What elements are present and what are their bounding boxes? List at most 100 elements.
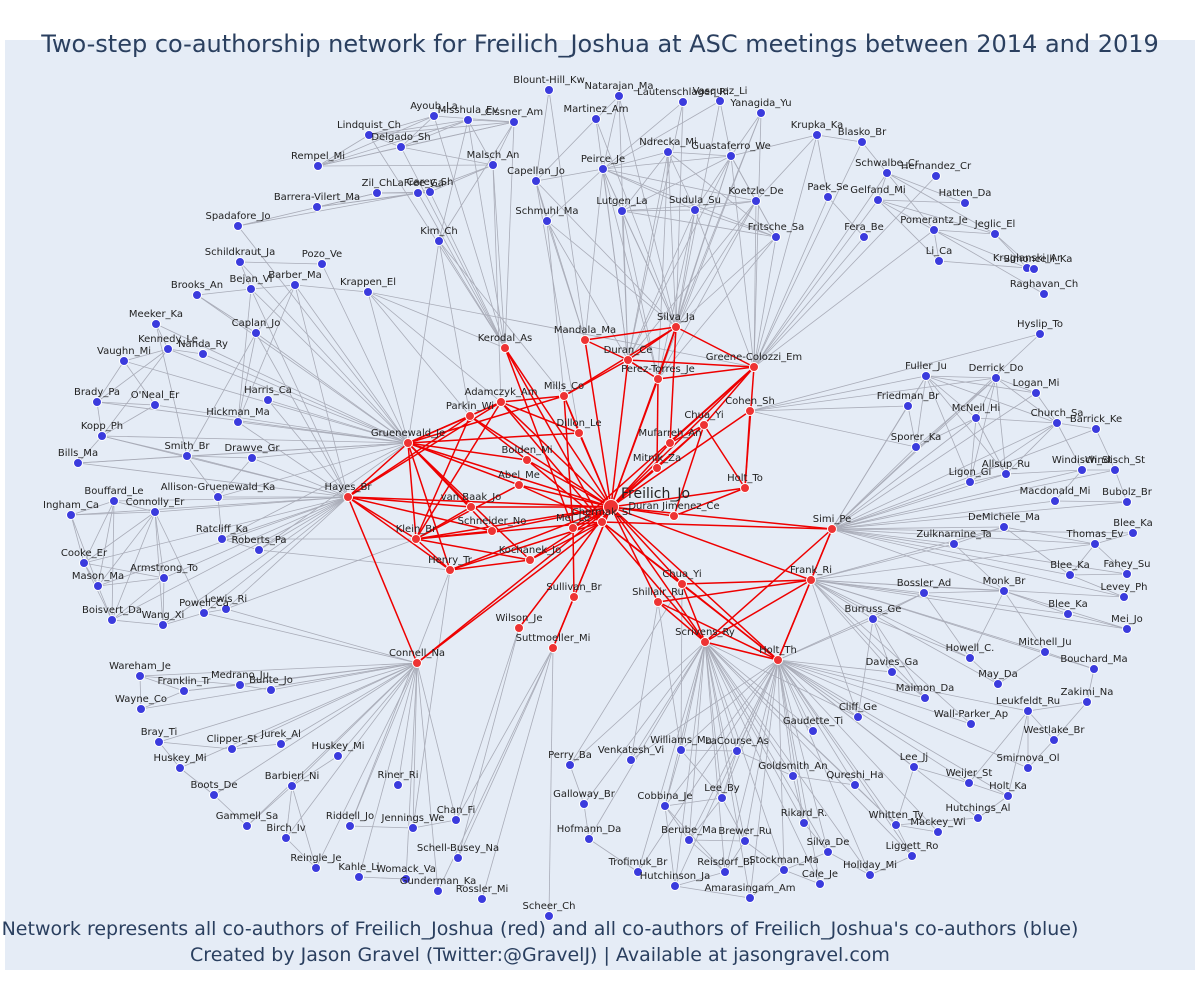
blue-node-levey-ph[interactable] <box>1119 592 1129 602</box>
blue-node-spadafore-jo[interactable] <box>233 221 243 231</box>
blue-node-birch-iv[interactable] <box>281 833 291 843</box>
blue-node-hutchings-al[interactable] <box>973 813 983 823</box>
blue-node-kahle-li[interactable] <box>354 872 364 882</box>
red-node-cohen-sh[interactable] <box>745 406 755 416</box>
blue-node-mcneil-hi[interactable] <box>971 413 981 423</box>
blue-node-lautenschlager-ri[interactable] <box>678 97 688 107</box>
blue-node-silva-de[interactable] <box>823 847 833 857</box>
blue-node-zil-ch[interactable] <box>372 188 382 198</box>
red-node-wilson-je[interactable] <box>514 623 524 633</box>
blue-node-mason-ma[interactable] <box>93 581 103 591</box>
blue-node-windisch-st-2-[interactable] <box>1110 465 1120 475</box>
blue-node-drawve-gr[interactable] <box>247 453 257 463</box>
blue-node-powell-ca[interactable] <box>199 608 209 618</box>
blue-node-macdonald-mi[interactable] <box>1050 496 1060 506</box>
blue-node-cissner-am[interactable] <box>509 117 519 127</box>
blue-node-boisvert-da[interactable] <box>107 615 117 625</box>
blue-node-kennedy-le[interactable] <box>163 344 173 354</box>
blue-node-boots-de[interactable] <box>209 790 219 800</box>
blue-node-rempel-mi[interactable] <box>313 161 323 171</box>
blue-node-stockman-ma[interactable] <box>779 865 789 875</box>
blue-node-guastaferro-we[interactable] <box>726 151 736 161</box>
blue-node-barbieri-ni[interactable] <box>287 781 297 791</box>
blue-node-blee-ka[interactable] <box>1128 528 1138 538</box>
red-node-freilich-jo[interactable] <box>603 499 619 515</box>
blue-node-hatten-da[interactable] <box>960 198 970 208</box>
blue-node-paek-se[interactable] <box>823 192 833 202</box>
blue-node-hofmann-da[interactable] <box>584 834 594 844</box>
blue-node-huskey-mi-2-[interactable] <box>175 763 185 773</box>
red-node-mitnik-za[interactable] <box>652 463 662 473</box>
blue-node-bejan-vl[interactable] <box>246 284 256 294</box>
blue-node-hutchinson-ja[interactable] <box>670 881 680 891</box>
blue-node-schildkraut-ja[interactable] <box>235 257 245 267</box>
blue-node-zakimi-na[interactable] <box>1082 697 1092 707</box>
blue-node-fahey-su[interactable] <box>1122 569 1132 579</box>
blue-node-clipper-st[interactable] <box>227 744 237 754</box>
blue-node-bouchard-ma[interactable] <box>1089 664 1099 674</box>
red-node-mills-co[interactable] <box>559 391 569 401</box>
blue-node-connolly-er[interactable] <box>150 507 160 517</box>
blue-node-o-neal-er[interactable] <box>150 400 160 410</box>
blue-node-westlake-br[interactable] <box>1049 735 1059 745</box>
blue-node-raghavan-ch[interactable] <box>1039 289 1049 299</box>
blue-node-bunte-jo[interactable] <box>266 685 276 695</box>
red-node-duran-ce[interactable] <box>623 355 633 365</box>
blue-node-kopp-ph[interactable] <box>97 431 107 441</box>
blue-node-cobbina-je[interactable] <box>660 801 670 811</box>
blue-node-venkatesh-vi[interactable] <box>626 755 636 765</box>
blue-node-bubolz-br[interactable] <box>1122 497 1132 507</box>
blue-node-gelfand-mi[interactable] <box>873 195 883 205</box>
blue-node-cale-je[interactable] <box>815 879 825 889</box>
blue-node-trofimuk-br[interactable] <box>633 867 643 877</box>
blue-node-allsup-ru[interactable] <box>1001 469 1011 479</box>
red-node-shillair-ru[interactable] <box>653 597 663 607</box>
blue-node-martinez-am[interactable] <box>591 114 601 124</box>
blue-node-simoncelli-ka[interactable] <box>1029 264 1039 274</box>
red-node-mei-le[interactable] <box>568 523 578 533</box>
blue-node-allison-gruenewald-ka[interactable] <box>213 492 223 502</box>
blue-node-derrick-do[interactable] <box>991 373 1001 383</box>
blue-node-reisdorf-bi[interactable] <box>720 867 730 877</box>
blue-node-pozo-ve[interactable] <box>317 259 327 269</box>
blue-node-rossler-mi[interactable] <box>477 894 487 904</box>
red-node-suttmoeller-mi[interactable] <box>548 643 558 653</box>
blue-node-howell-c-[interactable] <box>965 653 975 663</box>
blue-node-misshula-ev[interactable] <box>463 115 473 125</box>
blue-node-monk-br[interactable] <box>999 586 1009 596</box>
red-node-schneider-no[interactable] <box>487 526 497 536</box>
blue-node-mackey-wi[interactable] <box>933 827 943 837</box>
blue-node-blasko-br[interactable] <box>857 137 867 147</box>
blue-node-lacourse-as[interactable] <box>732 746 742 756</box>
blue-node-riner-ri[interactable] <box>393 780 403 790</box>
blue-node-krupka-ka[interactable] <box>812 130 822 140</box>
blue-node-williams-ma[interactable] <box>676 745 686 755</box>
blue-node-blee-ka-3-[interactable] <box>1063 609 1073 619</box>
blue-node-logan-mi[interactable] <box>1031 388 1041 398</box>
red-node-silva-ja[interactable] <box>671 322 681 332</box>
blue-node-vaughn-mi[interactable] <box>119 356 129 366</box>
red-node-abel-me[interactable] <box>514 480 524 490</box>
blue-node-barrera-vilert-ma[interactable] <box>312 202 322 212</box>
blue-node-meeker-ka[interactable] <box>151 319 161 329</box>
blue-node-koetzle-de[interactable] <box>751 196 761 206</box>
blue-node-armstrong-to[interactable] <box>159 573 169 583</box>
blue-node-caplan-jo[interactable] <box>251 328 261 338</box>
blue-node-fera-be[interactable] <box>859 232 869 242</box>
red-node-parkin-wi[interactable] <box>465 411 475 421</box>
red-node-kerodal-as[interactable] <box>500 343 510 353</box>
blue-node-holt-ka[interactable] <box>1003 791 1013 801</box>
blue-node-windisch-st[interactable] <box>1077 465 1087 475</box>
blue-node-galloway-br[interactable] <box>579 799 589 809</box>
blue-node-mitchell-ju[interactable] <box>1040 647 1050 657</box>
blue-node-schell-busey-na[interactable] <box>453 853 463 863</box>
blue-node-rikard-r-[interactable] <box>799 818 809 828</box>
blue-node-cooke-er[interactable] <box>79 558 89 568</box>
blue-node-gaudette-ti[interactable] <box>808 726 818 736</box>
blue-node-blount-hill-kw[interactable] <box>544 85 554 95</box>
blue-node-ayoub-la[interactable] <box>429 111 439 121</box>
blue-node-schwalbe-cr[interactable] <box>882 168 892 178</box>
blue-node-franklin-tr[interactable] <box>179 686 189 696</box>
blue-node-smith-br[interactable] <box>182 451 192 461</box>
red-node-connell-na[interactable] <box>412 658 422 668</box>
